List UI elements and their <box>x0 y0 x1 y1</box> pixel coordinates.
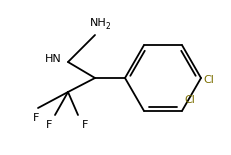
Text: HN: HN <box>45 54 62 64</box>
Text: 2: 2 <box>106 22 110 31</box>
Text: F: F <box>82 120 88 130</box>
Text: F: F <box>46 120 52 130</box>
Text: Cl: Cl <box>183 95 194 105</box>
Text: Cl: Cl <box>202 75 213 85</box>
Text: NH: NH <box>89 18 106 28</box>
Text: F: F <box>33 113 39 123</box>
